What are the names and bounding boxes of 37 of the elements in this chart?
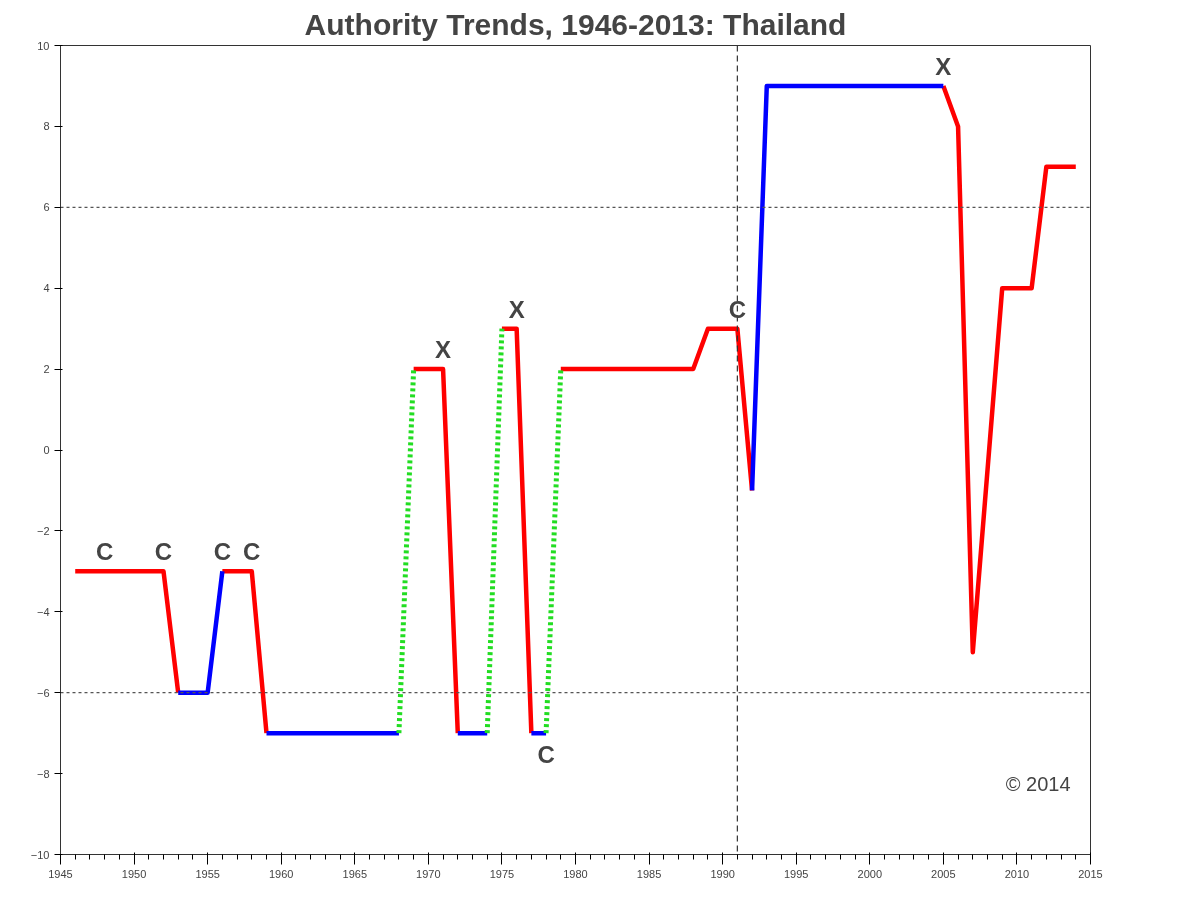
- x-tick-label: 1945: [48, 867, 73, 880]
- y-tick-label: −6: [36, 686, 50, 699]
- y-tick-label: −2: [36, 524, 50, 537]
- x-tick-label: 1955: [195, 867, 220, 880]
- x-tick-label: 1950: [121, 867, 147, 880]
- annotation: X: [435, 336, 452, 364]
- x-tick-label: 2010: [1004, 867, 1030, 880]
- annotation: C: [243, 538, 261, 566]
- x-tick-label: 1970: [416, 867, 441, 880]
- x-tick-label: 1975: [489, 867, 515, 880]
- y-tick-label: 6: [43, 201, 50, 214]
- annotation: X: [508, 295, 525, 323]
- x-tick-label: 1980: [563, 867, 588, 880]
- annotation: © 2014: [1005, 772, 1071, 795]
- x-tick-label: 2005: [931, 867, 956, 880]
- x-tick-label: 1985: [636, 867, 662, 880]
- x-tick-label: 1995: [783, 867, 809, 880]
- y-tick-label: −10: [30, 848, 50, 861]
- x-tick-label: 2000: [857, 867, 883, 880]
- y-tick-label: 2: [43, 363, 50, 376]
- y-tick-label: 4: [43, 282, 50, 295]
- y-tick-label: 0: [43, 444, 50, 456]
- chart-title: Authority Trends, 1946-2013: Thailand: [304, 7, 847, 41]
- x-tick-label: 2015: [1078, 867, 1103, 880]
- annotation: C: [537, 741, 555, 769]
- annotation: C: [728, 295, 747, 323]
- x-tick-label: 1965: [342, 867, 368, 880]
- x-tick-label: 1960: [268, 867, 294, 880]
- annotation: X: [935, 52, 952, 80]
- annotation: C: [213, 538, 232, 566]
- y-tick-label: 8: [43, 120, 50, 133]
- annotation: C: [95, 538, 114, 566]
- y-tick-label: −4: [36, 605, 50, 618]
- x-tick-label: 1990: [710, 867, 735, 880]
- annotation: C: [154, 538, 173, 566]
- y-tick-label: −8: [36, 767, 50, 780]
- y-tick-label: 10: [37, 39, 50, 52]
